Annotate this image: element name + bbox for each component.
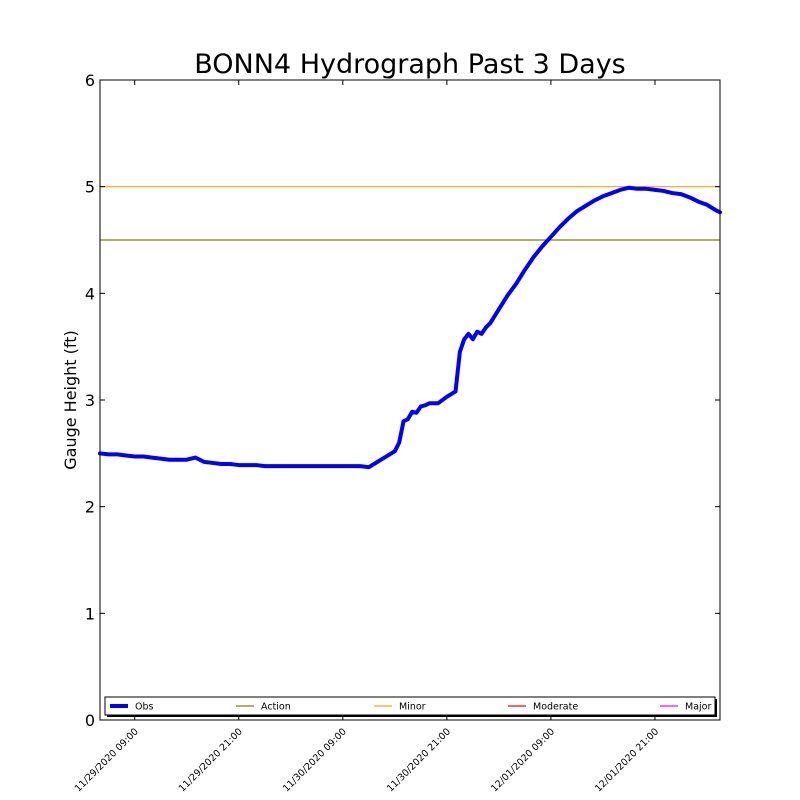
legend-label-major: Major xyxy=(685,702,711,713)
x-tick-label: 11/30/2020 09:00 xyxy=(281,726,349,794)
x-tick-label: 11/30/2020 21:00 xyxy=(385,726,453,794)
y-tick-label: 3 xyxy=(85,391,95,410)
chart-title: BONN4 Hydrograph Past 3 Days xyxy=(194,49,626,80)
y-axis-label: Gauge Height (ft) xyxy=(61,330,80,470)
legend-label-action: Action xyxy=(261,702,291,713)
x-tick-label: 12/01/2020 09:00 xyxy=(489,726,557,794)
y-tick-label: 2 xyxy=(85,498,95,517)
y-tick-label: 4 xyxy=(85,284,95,303)
legend-label-moderate: Moderate xyxy=(533,702,578,713)
y-tick-label: 1 xyxy=(85,604,95,623)
y-tick-label: 5 xyxy=(85,178,95,197)
plot-area: 0 1 2 3 4 5 6 11/29/2020 09:00 11/29/2020 21:00 1… xyxy=(73,71,722,794)
plot-frame xyxy=(99,79,721,721)
y-tick-label: 6 xyxy=(85,71,95,90)
legend-box xyxy=(104,696,716,716)
legend-label-obs: Obs xyxy=(135,702,154,713)
x-tick-label: 11/29/2020 21:00 xyxy=(177,726,245,794)
x-tick-label: 12/01/2020 21:00 xyxy=(593,726,661,794)
x-tick-label: 11/29/2020 09:00 xyxy=(73,726,141,794)
y-tick-label: 0 xyxy=(85,711,95,730)
legend-label-minor: Minor xyxy=(399,702,426,713)
legend: Obs Action Minor Moderate Major xyxy=(104,696,717,717)
series-line-obs xyxy=(98,185,722,470)
